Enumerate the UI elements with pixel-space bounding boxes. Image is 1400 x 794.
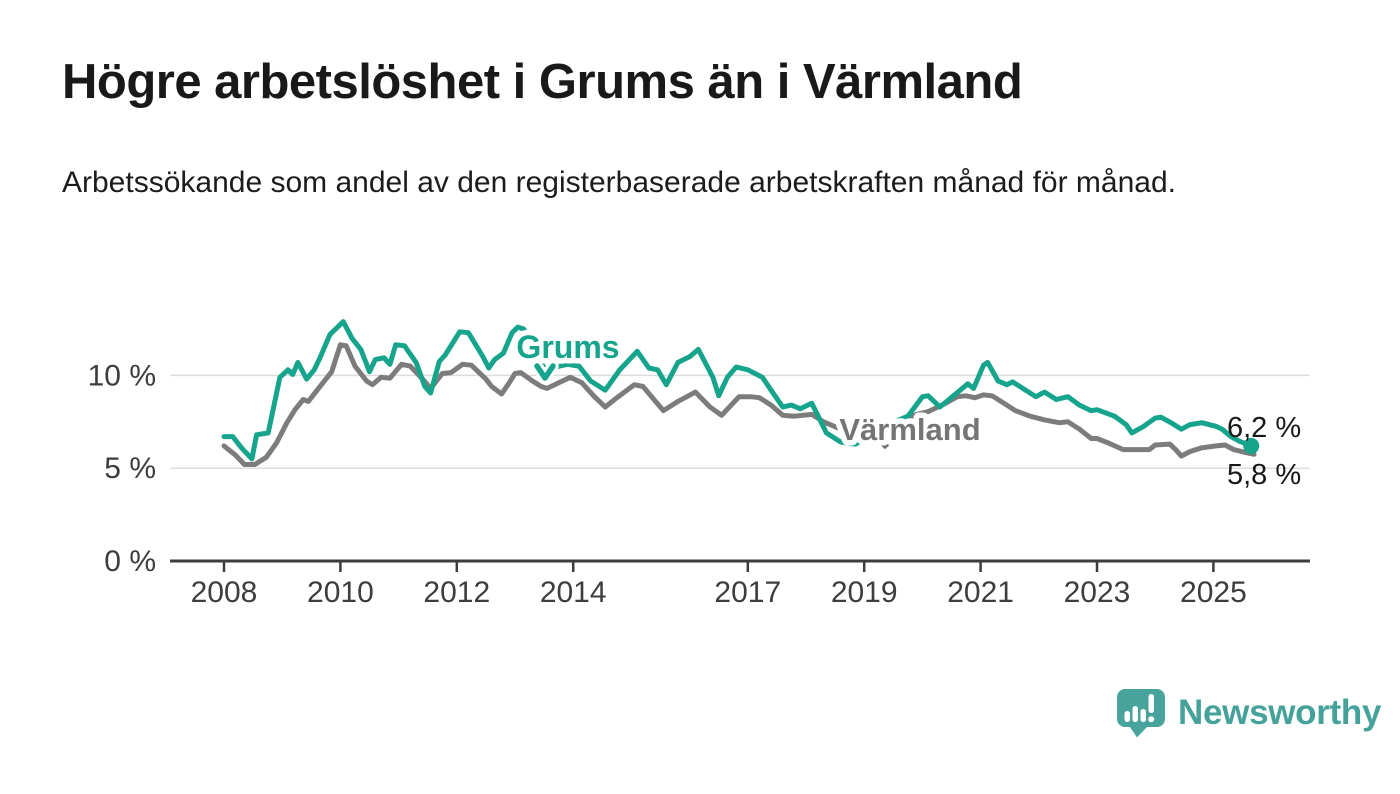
newsworthy-logo-icon <box>1117 689 1165 738</box>
series-line-grums <box>221 319 1254 462</box>
x-tick-label-2010: 2010 <box>307 576 374 609</box>
x-tick-label-2019: 2019 <box>831 576 898 609</box>
series-label-värmland: Värmland <box>839 412 980 447</box>
x-tick-label-2014: 2014 <box>540 576 607 609</box>
page-title: Högre arbetslöshet i Grums än i Värmland <box>62 55 1023 109</box>
newsworthy-logo: Newsworthy <box>1116 688 1381 738</box>
x-tick-label-2023: 2023 <box>1064 576 1131 609</box>
y-tick-label-10: 10 % <box>88 359 156 392</box>
y-tick-label-0: 0 % <box>104 545 156 578</box>
x-tick-label-2021: 2021 <box>947 576 1014 609</box>
end-value-label-varmland: 5,8 % <box>1227 459 1301 491</box>
end-value-label-grums: 6,2 % <box>1227 412 1301 444</box>
newsworthy-logo-text: Newsworthy <box>1178 693 1382 732</box>
y-tick-label-5: 5 % <box>104 452 156 485</box>
grums-endpoint-dot <box>1243 437 1260 454</box>
label-caret-icon <box>534 363 556 381</box>
series-label-grums: Grums <box>516 329 619 365</box>
x-tick-label-2017: 2017 <box>714 576 781 609</box>
x-tick-label-2012: 2012 <box>423 576 490 609</box>
x-tick-label-2025: 2025 <box>1180 576 1247 609</box>
chart-subtitle: Arbetssökande som andel av den registerb… <box>62 166 1176 199</box>
series-line-varmland <box>221 342 1257 467</box>
x-tick-label-2008: 2008 <box>191 576 258 609</box>
label-caret-icon <box>875 437 895 449</box>
